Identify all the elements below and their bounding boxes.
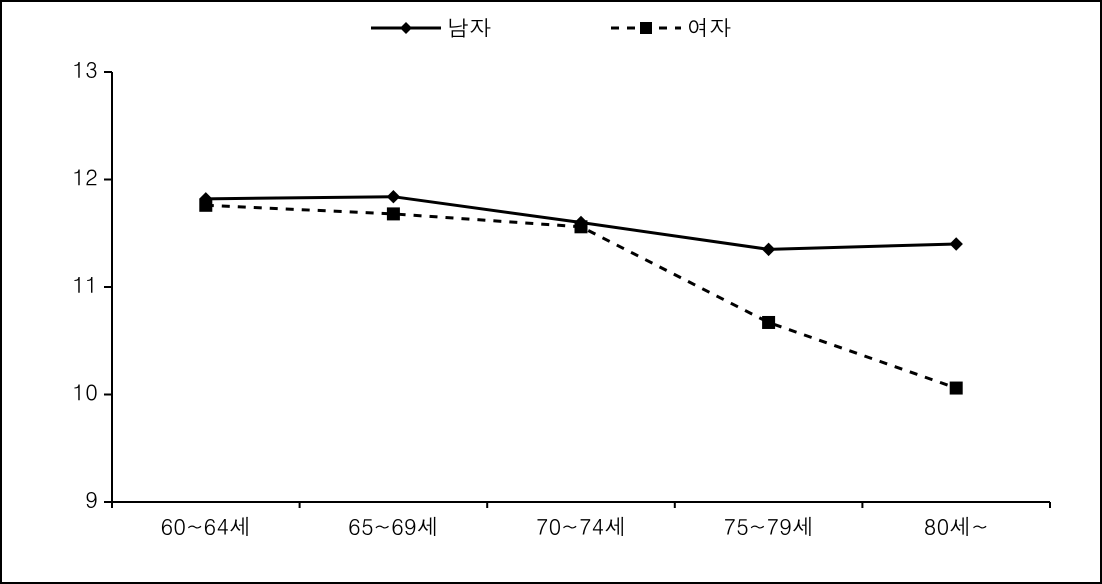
x-tick-label: 80세~: [924, 511, 989, 542]
legend-swatch-male: [371, 18, 441, 38]
legend-item-female: 여자: [611, 12, 731, 43]
series-female: [200, 199, 962, 394]
legend: 남자 여자: [2, 12, 1100, 43]
x-tick-label: 70~74세: [536, 511, 627, 542]
y-tick-label: 10: [72, 377, 98, 408]
y-tick-label: 11: [72, 269, 98, 300]
x-tick-label: 75~79세: [723, 511, 814, 542]
chart-container: 남자 여자 9 10 11 12 13 60~64세 65~69세 70~74세 75~79세 8…: [0, 0, 1102, 584]
y-tick-label: 13: [72, 62, 98, 85]
x-tick-label: 60~64세: [160, 511, 251, 542]
plot-area: 9 10 11 12 13 60~64세 65~69세 70~74세 75~79세 80세~: [42, 62, 1070, 552]
legend-label-female: 여자: [687, 12, 731, 43]
x-tick-label: 65~69세: [348, 511, 439, 542]
y-tick-label: 12: [72, 162, 98, 193]
y-tick-label: 9: [85, 484, 98, 515]
legend-swatch-female: [611, 18, 681, 38]
legend-item-male: 남자: [371, 12, 491, 43]
legend-label-male: 남자: [447, 12, 491, 43]
